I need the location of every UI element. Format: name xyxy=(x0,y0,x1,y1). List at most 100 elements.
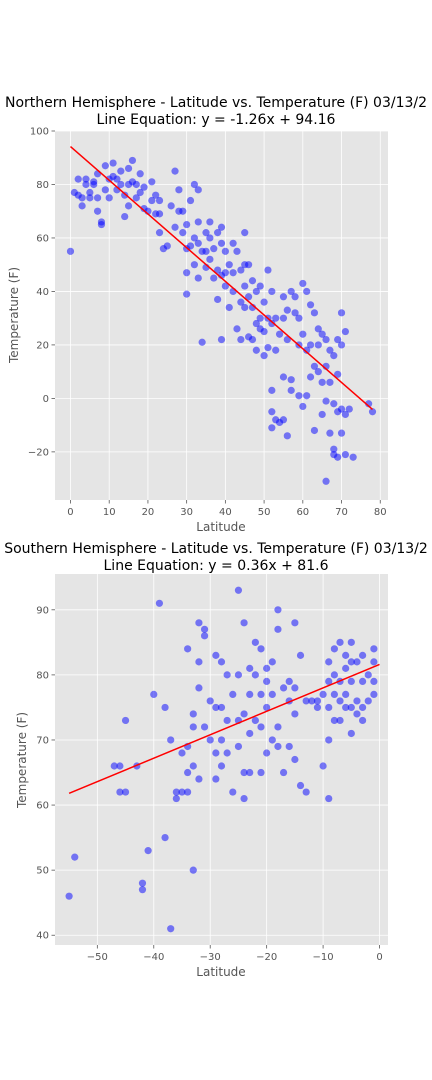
regression-line xyxy=(69,146,374,410)
data-point xyxy=(287,287,295,296)
data-point xyxy=(90,178,98,186)
x-tick-label: 50 xyxy=(258,507,271,518)
data-point xyxy=(195,619,203,627)
data-point xyxy=(212,651,220,659)
data-point xyxy=(194,239,202,247)
data-point xyxy=(237,298,245,306)
data-point xyxy=(353,710,361,718)
data-point xyxy=(310,426,319,435)
y-tick-label: 70 xyxy=(36,735,49,746)
data-point xyxy=(240,768,248,777)
data-point xyxy=(82,180,90,189)
data-point xyxy=(179,207,187,215)
data-point xyxy=(268,424,276,432)
data-point xyxy=(144,847,152,855)
data-point xyxy=(93,170,102,178)
data-point xyxy=(132,194,140,202)
data-point xyxy=(334,370,342,378)
data-point xyxy=(264,266,272,274)
data-point xyxy=(237,266,245,274)
data-point xyxy=(260,352,268,360)
data-point xyxy=(74,175,82,183)
data-point xyxy=(109,159,117,167)
data-point xyxy=(248,277,257,285)
data-point xyxy=(337,405,346,413)
data-point xyxy=(263,664,271,672)
data-point xyxy=(303,392,311,400)
data-point xyxy=(257,768,265,777)
data-point xyxy=(345,405,353,413)
data-point xyxy=(183,269,191,277)
data-point xyxy=(268,386,276,394)
data-point xyxy=(189,710,197,718)
data-point xyxy=(330,400,338,408)
data-point xyxy=(71,853,79,861)
data-point xyxy=(251,671,259,679)
data-point xyxy=(256,314,264,322)
data-point xyxy=(359,716,367,725)
data-point xyxy=(195,775,203,783)
data-point xyxy=(274,606,282,614)
data-point xyxy=(217,762,226,770)
data-point xyxy=(202,229,210,237)
data-point xyxy=(319,690,327,699)
data-point xyxy=(217,335,226,344)
data-point xyxy=(206,218,214,226)
data-point xyxy=(167,202,175,210)
data-point xyxy=(302,697,310,705)
data-point xyxy=(246,729,254,738)
data-point xyxy=(285,742,293,751)
data-point xyxy=(303,346,311,354)
data-point xyxy=(279,684,288,692)
plot-area xyxy=(55,131,388,500)
data-point xyxy=(210,274,218,282)
tick-labels: −50 −40 −30 −20 −10 0 40 50 60 70 80 90 xyxy=(36,605,382,963)
data-point xyxy=(212,703,220,712)
y-tick-label: 40 xyxy=(36,287,49,298)
data-point xyxy=(274,625,282,633)
data-point xyxy=(257,645,265,653)
data-point xyxy=(283,306,291,314)
x-tick-label: 80 xyxy=(374,507,387,518)
data-point xyxy=(325,703,333,712)
data-point xyxy=(138,886,147,894)
data-point xyxy=(296,651,305,659)
data-point xyxy=(291,293,299,301)
y-tick-label: 80 xyxy=(36,670,49,681)
data-point xyxy=(268,736,276,744)
data-point xyxy=(368,408,377,416)
data-point xyxy=(78,194,86,202)
data-point xyxy=(150,690,158,699)
data-point xyxy=(198,338,206,346)
data-point xyxy=(370,645,378,653)
data-point xyxy=(214,266,222,274)
data-point xyxy=(318,378,326,386)
data-point xyxy=(121,716,130,725)
data-point xyxy=(322,477,330,485)
data-point xyxy=(234,586,243,594)
data-point xyxy=(241,229,249,237)
data-point xyxy=(272,314,280,322)
data-point xyxy=(116,788,124,796)
data-point xyxy=(155,229,164,237)
data-point xyxy=(306,373,315,381)
data-point xyxy=(263,703,271,712)
data-point xyxy=(310,362,319,370)
data-point xyxy=(287,386,295,394)
y-axis-label: Temperature (F) xyxy=(15,712,29,809)
scatter-points xyxy=(65,586,378,933)
data-point xyxy=(184,788,192,796)
data-point xyxy=(217,658,226,666)
data-point xyxy=(353,658,361,666)
data-point xyxy=(121,212,129,221)
data-point xyxy=(223,716,231,725)
data-point xyxy=(342,664,350,672)
data-point xyxy=(285,677,293,685)
data-point xyxy=(314,325,322,333)
y-tick-label: 20 xyxy=(36,340,49,351)
data-point xyxy=(322,335,330,344)
data-point xyxy=(268,287,276,296)
y-tick-label: 100 xyxy=(30,127,49,138)
data-point xyxy=(246,768,254,777)
